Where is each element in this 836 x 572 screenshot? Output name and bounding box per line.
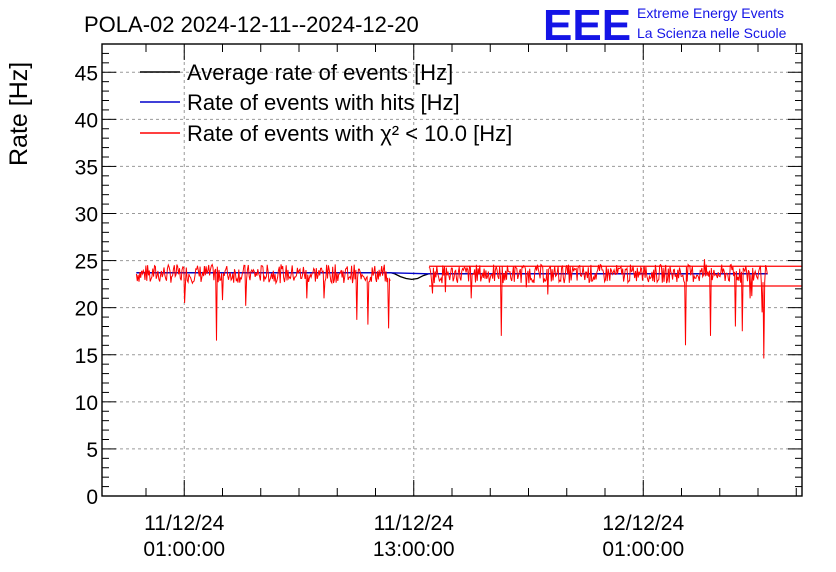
x-tick-label-date: 11/12/24 bbox=[374, 512, 455, 535]
y-tick-label: 5 bbox=[86, 439, 98, 462]
eee-logo: EEE Extreme Energy Events La Scienza nel… bbox=[543, 1, 787, 50]
legend-label-2: Rate of events with χ² < 10.0 [Hz] bbox=[187, 121, 512, 146]
y-tick-label: 20 bbox=[75, 298, 98, 321]
y-tick-label: 30 bbox=[75, 204, 98, 227]
legend: Average rate of events [Hz] Rate of event… bbox=[140, 60, 512, 146]
logo-line1: Extreme Energy Events bbox=[637, 5, 784, 21]
y-tick-label: 40 bbox=[75, 109, 98, 132]
series-trace-0 bbox=[135, 263, 391, 341]
x-tick-label-date: 11/12/24 bbox=[144, 512, 225, 535]
axis-layer: 0 5 10 15 20 25 30 35 40 45 11/12/24 01:00:00 11/12/… bbox=[75, 43, 803, 561]
y-axis-label: Rate [Hz] bbox=[5, 62, 33, 166]
series-trace-1 bbox=[428, 259, 768, 359]
y-tick-label: 0 bbox=[86, 486, 98, 509]
x-tick-label-time: 01:00:00 bbox=[602, 538, 684, 561]
logo-line2: La Scienza nelle Scuole bbox=[637, 25, 787, 41]
x-tick-label-time: 01:00:00 bbox=[143, 538, 225, 561]
y-tick-label: 25 bbox=[75, 251, 98, 274]
legend-label-1: Rate of events with hits [Hz] bbox=[187, 90, 460, 115]
y-tick-label: 10 bbox=[75, 392, 98, 415]
y-tick-label: 15 bbox=[75, 345, 98, 368]
x-tick-label-time: 13:00:00 bbox=[373, 538, 455, 561]
legend-label-0: Average rate of events [Hz] bbox=[187, 60, 453, 85]
chart-title: POLA-02 2024-12-11--2024-12-20 bbox=[84, 12, 419, 37]
y-tick-label: 45 bbox=[75, 62, 98, 85]
logo-mark: EEE bbox=[543, 1, 631, 50]
x-tick-label-date: 12/12/24 bbox=[602, 512, 684, 535]
grid-layer bbox=[102, 44, 802, 496]
y-tick-label: 35 bbox=[75, 156, 98, 179]
series-layer bbox=[135, 259, 802, 359]
